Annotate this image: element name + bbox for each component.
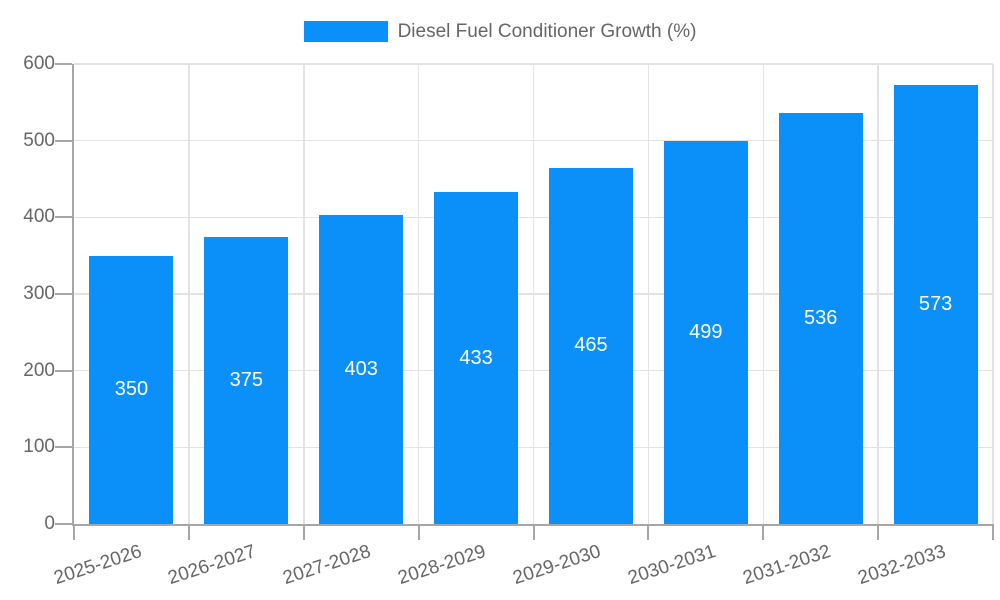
gridline-vertical	[532, 64, 535, 524]
legend-label: Diesel Fuel Conditioner Growth (%)	[397, 21, 697, 42]
x-axis-tick	[762, 524, 765, 540]
x-tick-label: 2030-2031	[625, 541, 719, 590]
x-tick-label: 2032-2033	[855, 541, 949, 590]
y-tick-label: 200	[23, 359, 55, 381]
bar-value-label: 536	[804, 307, 838, 330]
bar-value-label: 433	[459, 346, 493, 369]
bar-2025-2026[interactable]: 350	[89, 255, 174, 524]
x-axis-tick	[73, 524, 75, 540]
y-tick-label: 600	[23, 53, 55, 74]
x-tick-label: 2031-2032	[740, 541, 834, 590]
y-tick-label: 100	[23, 436, 55, 458]
bar-value-label: 499	[689, 321, 723, 344]
x-axis-tick	[187, 524, 190, 540]
legend-swatch	[303, 21, 388, 42]
plot-area: 350 375 403 433 465 499 536 573	[55, 63, 994, 540]
gridline-vertical	[992, 64, 994, 524]
gridline-vertical	[188, 64, 190, 524]
y-axis-tick	[55, 523, 72, 525]
x-axis-tick	[877, 524, 880, 540]
y-tick-label: 300	[23, 283, 55, 304]
bar-2030-2031[interactable]: 499	[663, 141, 748, 524]
x-axis-tick	[532, 524, 535, 540]
bar-value-label: 375	[229, 368, 263, 391]
y-axis-tick	[55, 369, 72, 372]
legend[interactable]: Diesel Fuel Conditioner Growth (%)	[0, 21, 1000, 42]
y-tick-label: 500	[23, 129, 55, 151]
y-axis-tick	[55, 139, 72, 142]
gridline-vertical	[303, 64, 305, 524]
bar-2029-2030[interactable]: 465	[548, 167, 633, 524]
gridline-vertical	[647, 64, 650, 524]
gridline-vertical	[417, 64, 420, 524]
bar-2032-2033[interactable]: 573	[893, 84, 978, 524]
y-axis-line	[72, 64, 74, 524]
gridline-vertical	[762, 64, 764, 524]
x-tick-label: 2029-2030	[510, 541, 604, 590]
x-axis-tick	[417, 524, 420, 540]
y-axis-tick	[55, 63, 72, 65]
bar-value-label: 350	[114, 378, 149, 401]
bar-2031-2032[interactable]: 536	[778, 113, 863, 524]
bar-2028-2029[interactable]: 433	[434, 192, 519, 524]
x-axis-tick	[647, 524, 650, 540]
x-tick-label: 2026-2027	[165, 541, 259, 590]
bar-value-label: 403	[344, 358, 378, 380]
y-axis-tick	[55, 446, 72, 449]
x-axis-tick	[992, 524, 994, 540]
y-axis-tick	[55, 293, 72, 295]
bar-value-label: 573	[918, 292, 953, 315]
y-tick-label: 0	[44, 513, 55, 534]
y-axis-tick	[55, 216, 72, 219]
x-tick-label: 2027-2028	[280, 541, 374, 590]
x-tick-label: 2028-2029	[395, 541, 489, 590]
bar-value-label: 465	[574, 334, 608, 357]
bar-2026-2027[interactable]: 375	[204, 236, 289, 524]
y-tick-label: 400	[23, 206, 55, 228]
gridline-vertical	[877, 64, 879, 524]
x-axis-tick	[302, 524, 305, 540]
x-tick-label: 2025-2026	[51, 541, 144, 590]
bar-2027-2028[interactable]: 403	[319, 215, 404, 524]
